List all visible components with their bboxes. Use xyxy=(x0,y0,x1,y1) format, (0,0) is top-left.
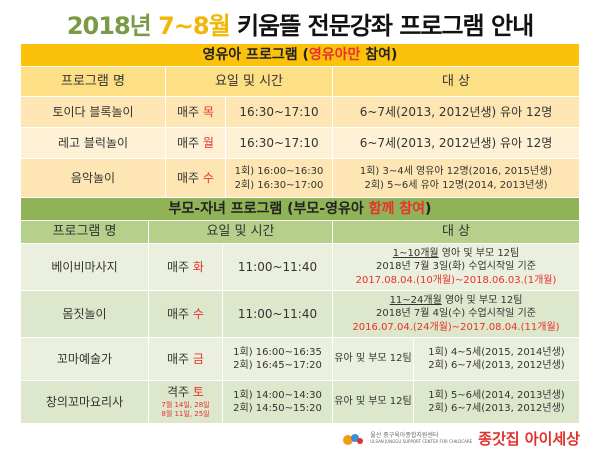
table-row: 토이다 블록놀이 매주 목 16:30~17:10 6~7세(2013, 2012년생… xyxy=(20,96,580,128)
table-row: 창의꼬마요리사 격주 토 7월 14일, 28일 8월 11일, 25일 1회) 14:… xyxy=(20,380,580,424)
section-header: 부모-자녀 프로그램 (부모-영유아 함께 참여) xyxy=(20,197,580,221)
table-row: 몸짓놀이 매주 수 11:00~11:40 11~24개월 영아 및 부모 12팀 20… xyxy=(20,290,580,338)
table-row: 음악놀이 매주 수 1회) 16:00~16:30 2회) 16:30~17:00 1회… xyxy=(20,158,580,199)
table-row: 꼬마예술가 매주 금 1회) 16:00~16:35 2회) 16:45~17:20 유… xyxy=(20,337,580,381)
page-title: 2018년 7~8월 키움뜰 전문강좌 프로그램 안내 xyxy=(66,12,534,40)
section-header: 영유아 프로그램 (영유아만 참여) xyxy=(20,43,580,67)
parent-child-program-table: 부모-자녀 프로그램 (부모-영유아 함께 참여) 프로그램 명 요일 및 시간 대… xyxy=(20,197,580,424)
infant-program-table: 영유아 프로그램 (영유아만 참여) 프로그램 명 요일 및 시간 대 상 토이다 … xyxy=(20,43,580,199)
table-row: 레고 블럭놀이 매주 월 16:30~17:10 6~7세(2013, 2012년생)… xyxy=(20,127,580,159)
logo-icon xyxy=(343,433,364,445)
table-row: 베이비마사지 매주 화 11:00~11:40 1~10개월 영아 및 부모 12팀 2… xyxy=(20,243,580,291)
organization-logo: 울산 중구육아종합지원센터 ULSAN JUNGGU SUPPORT CENTER… xyxy=(342,428,580,449)
column-headers: 프로그램 명 요일 및 시간 대 상 xyxy=(20,66,580,97)
column-headers: 프로그램 명 요일 및 시간 대 상 xyxy=(20,220,580,244)
